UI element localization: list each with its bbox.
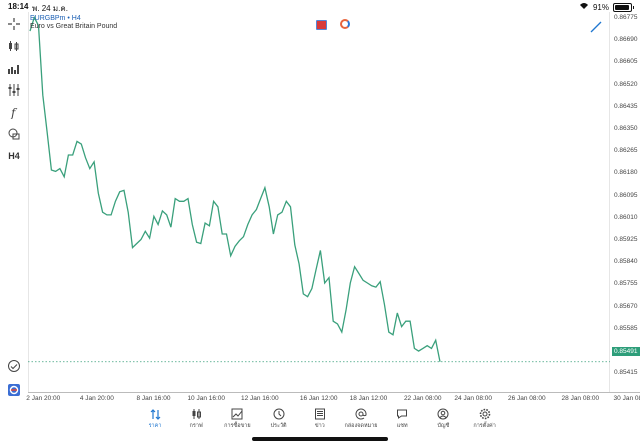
wifi-icon — [579, 2, 589, 12]
price-axis-label: 0.86010 — [614, 213, 638, 221]
status-right: 91% — [579, 2, 634, 12]
one-click-trading-icon[interactable] — [340, 19, 350, 29]
account-icon — [437, 408, 449, 420]
status-bar: 18:14 พ. 24 ม.ค. 91% — [0, 0, 640, 14]
price-axis-label: 0.86435 — [614, 102, 638, 110]
tab-chart[interactable]: กราฟ — [174, 408, 218, 430]
battery-icon — [613, 2, 634, 12]
symbol-name: EURGBPm — [30, 15, 66, 22]
time-axis-label: 22 Jan 08:00 — [403, 395, 442, 402]
symbol-timeframe: H4 — [71, 15, 81, 22]
home-indicator — [252, 437, 388, 441]
price-axis-label: 0.86265 — [614, 147, 638, 155]
tab-mailbox[interactable]: กล่องจดหมาย — [339, 408, 383, 430]
time-axis-label: 26 Jan 08:00 — [507, 395, 546, 402]
price-axis-label: 0.86350 — [614, 125, 638, 132]
tab-label: แชท — [396, 423, 408, 429]
price-axis-label: 0.85840 — [614, 258, 638, 266]
settings-icon — [479, 408, 490, 420]
tab-trade[interactable]: การซื้อขาย — [215, 408, 259, 430]
price-axis-label: 0.86775 — [614, 14, 638, 21]
tab-label: ประวัติ — [270, 423, 287, 429]
quotes-icon — [150, 409, 161, 420]
price-axis-label: 0.86095 — [614, 191, 638, 199]
time-axis-label: 12 Jan 16:00 — [240, 395, 279, 402]
time-axis: 2 Jan 20:00 4 Jan 20:00 8 Jan 16:00 10 Jan … — [26, 392, 640, 405]
price-axis-label: 0.85755 — [614, 280, 638, 288]
price-axis-label: 0.86180 — [614, 169, 638, 177]
news-icon — [314, 408, 325, 420]
current-price-tag: 0.85491 — [612, 347, 640, 356]
status-date: พ. 24 ม.ค. — [32, 4, 68, 13]
tab-chat[interactable]: แชท — [380, 408, 424, 430]
tab-label: ราคา — [148, 423, 162, 429]
time-axis-label: 2 Jan 20:00 — [26, 395, 61, 402]
volume-icon[interactable] — [6, 60, 22, 76]
history-check-icon[interactable] — [6, 358, 22, 374]
history-icon — [273, 408, 285, 420]
tab-label: การซื้อขาย — [224, 423, 251, 429]
flag-icon[interactable] — [316, 20, 327, 30]
symbol-header: EURGBPm • H4 — [30, 15, 81, 22]
app-logo-icon[interactable] — [6, 382, 22, 398]
tab-label: กล่องจดหมาย — [344, 423, 378, 429]
crosshair-icon[interactable] — [6, 16, 22, 32]
time-axis-label: 4 Jan 20:00 — [79, 395, 114, 402]
time-axis-label: 18 Jan 12:00 — [349, 395, 388, 402]
price-axis-label: 0.86605 — [614, 58, 638, 66]
timeframe-button[interactable]: H4 — [6, 148, 22, 164]
battery-percent: 91% — [592, 2, 609, 12]
chat-icon — [397, 409, 408, 419]
tab-history[interactable]: ประวัติ — [257, 408, 301, 430]
chart-canvas — [28, 12, 610, 392]
price-axis-label: 0.85415 — [614, 369, 638, 377]
tab-label: ข่าว — [314, 423, 325, 429]
objects-icon[interactable] — [6, 126, 22, 142]
price-axis-label: 0.85925 — [614, 236, 638, 243]
price-chart[interactable] — [28, 12, 610, 392]
tab-account[interactable]: บัญชี — [421, 408, 465, 430]
price-axis-label: 0.86520 — [614, 80, 638, 88]
trendline-icon[interactable] — [590, 21, 602, 33]
price-axis-label: 0.85670 — [614, 302, 638, 310]
price-axis-label: 0.86690 — [614, 36, 638, 44]
price-axis: 0.86775 0.86690 0.86605 0.86520 0.86435 0.863… — [610, 12, 640, 392]
tab-news[interactable]: ข่าว — [298, 408, 342, 430]
price-line — [29, 15, 441, 362]
time-axis-label: 8 Jan 16:00 — [136, 395, 171, 402]
tab-settings[interactable]: การตั้งค่า — [463, 408, 507, 430]
indicators-icon[interactable] — [6, 82, 22, 98]
svg-text:f: f — [10, 106, 18, 119]
left-toolbar: f H4 — [0, 12, 28, 404]
symbol-description: Euro vs Great Britain Pound — [30, 23, 118, 30]
status-time: 18:14 — [8, 2, 29, 11]
mailbox-icon — [355, 408, 367, 420]
chart-type-icon[interactable] — [6, 38, 22, 54]
time-axis-label: 24 Jan 08:00 — [454, 395, 493, 402]
chart-icon — [192, 409, 202, 419]
tab-label: กราฟ — [189, 423, 203, 429]
time-axis-label: 10 Jan 16:00 — [187, 395, 226, 402]
tab-label: การตั้งค่า — [473, 423, 496, 429]
trade-icon — [231, 408, 243, 420]
time-axis-label: 30 Jan 08:00 — [613, 395, 640, 402]
time-axis-label: 16 Jan 12:00 — [299, 395, 338, 402]
tab-quotes[interactable]: ราคา — [133, 408, 177, 430]
tab-label: บัญชี — [437, 423, 450, 429]
function-icon[interactable]: f — [6, 104, 22, 120]
timeframe-label: H4 — [8, 151, 20, 161]
price-axis-label: 0.85585 — [614, 324, 638, 332]
time-axis-label: 28 Jan 08:00 — [561, 395, 600, 402]
